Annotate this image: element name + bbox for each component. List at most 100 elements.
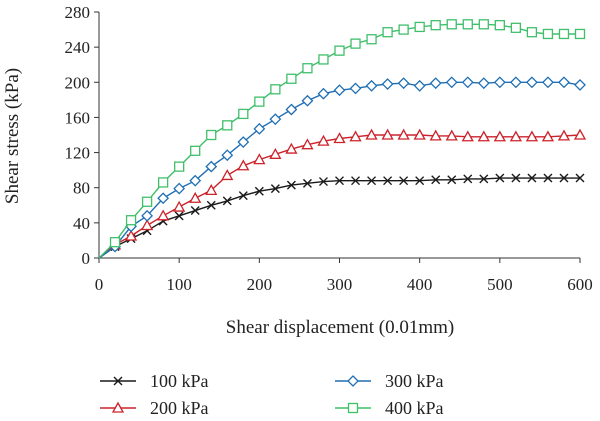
data-point-marker [382,27,393,38]
data-point-marker [543,173,553,183]
data-point-marker [397,128,410,140]
y-tick-label: 200 [65,73,91,92]
data-point-marker [317,134,330,146]
data-point-marker [238,191,248,201]
legend-label: 100 kPa [150,371,209,391]
series-line [98,81,581,259]
data-point-marker [446,19,457,30]
data-point-marker [206,129,217,141]
data-point-marker [349,82,362,95]
data-point-marker [173,200,186,212]
data-point-marker [318,177,328,187]
data-point-marker [526,27,538,38]
data-point-marker [415,176,425,186]
data-point-marker [366,34,377,45]
data-point-marker [269,147,282,159]
data-point-marker [429,129,442,141]
data-point-marker [431,175,441,185]
data-point-marker [541,130,555,142]
data-point-marker [111,401,125,413]
data-point-marker [399,176,409,186]
data-point-marker [350,38,361,49]
data-point-marker [493,130,506,142]
y-tick-label: 160 [65,108,91,127]
data-point-marker [463,174,473,184]
data-point-marker [318,54,329,65]
y-tick-label: 80 [73,179,90,198]
data-point-marker [237,136,250,148]
data-point-marker [575,173,585,183]
data-point-marker [269,113,282,126]
data-point-marker [333,132,346,144]
y-tick-label: 0 [82,249,91,268]
data-point-marker [381,78,394,90]
y-axis-title: Shear stress (kPa) [2,68,23,204]
data-point-marker [478,19,489,30]
data-point-marker [270,84,281,95]
data-point-marker [479,174,489,184]
legend-item: 400 kPa [335,398,444,418]
series-400-kpa [98,19,586,259]
data-point-marker [157,209,170,221]
series-100-kpa [98,173,585,259]
data-point-marker [527,173,537,183]
data-point-marker [495,173,505,183]
x-tick-label: 400 [407,275,433,294]
data-point-marker [383,176,393,186]
x-tick-label: 300 [327,275,353,294]
data-point-marker [141,209,154,222]
data-point-marker [525,130,539,142]
data-point-marker [445,129,458,141]
data-point-marker [447,175,457,185]
data-point-marker [221,169,234,181]
y-tick-label: 240 [65,38,91,57]
data-point-marker [221,149,234,162]
data-point-marker [254,96,265,107]
data-point-marker [301,94,314,107]
data-point-marker [174,161,185,172]
data-point-marker [347,375,359,387]
data-point-marker [462,19,473,30]
x-tick-label: 200 [247,275,273,294]
data-point-marker [190,145,201,156]
data-point-marker [365,79,378,92]
data-point-marker [286,73,297,84]
data-point-marker [141,196,153,207]
legend-label: 200 kPa [150,398,209,418]
data-point-marker [573,128,587,140]
y-tick-label: 120 [65,144,91,163]
data-point-marker [317,87,330,100]
data-point-marker [205,160,218,173]
data-point-marker [365,128,378,140]
data-point-marker [413,79,426,92]
data-point-marker [351,176,361,186]
data-point-marker [189,174,202,187]
x-axis-title: Shear displacement (0.01mm) [226,317,454,338]
data-point-marker [542,76,554,89]
data-point-marker [477,77,490,90]
data-point-marker [125,215,137,226]
data-point-marker [509,76,522,89]
data-point-marker [558,76,570,89]
data-point-marker [286,180,296,190]
data-point-marker [157,177,169,188]
data-point-marker [347,402,359,414]
series-line [98,134,581,259]
data-point-marker [334,45,345,56]
data-point-marker [349,130,362,142]
data-point-marker [510,22,522,33]
data-point-marker [461,76,474,89]
data-point-marker [493,76,506,89]
data-point-marker [222,120,233,131]
data-point-marker [397,77,410,90]
data-point-marker [253,122,266,135]
data-point-marker [206,200,216,210]
data-point-marker [285,142,298,154]
data-point-marker [477,130,490,142]
legend: 100 kPa 200 kPa 300 kPa 400 kPa [100,371,444,418]
data-point-marker [157,192,170,205]
data-point-marker [222,196,232,206]
data-point-marker [445,76,458,89]
data-point-marker [140,219,154,231]
